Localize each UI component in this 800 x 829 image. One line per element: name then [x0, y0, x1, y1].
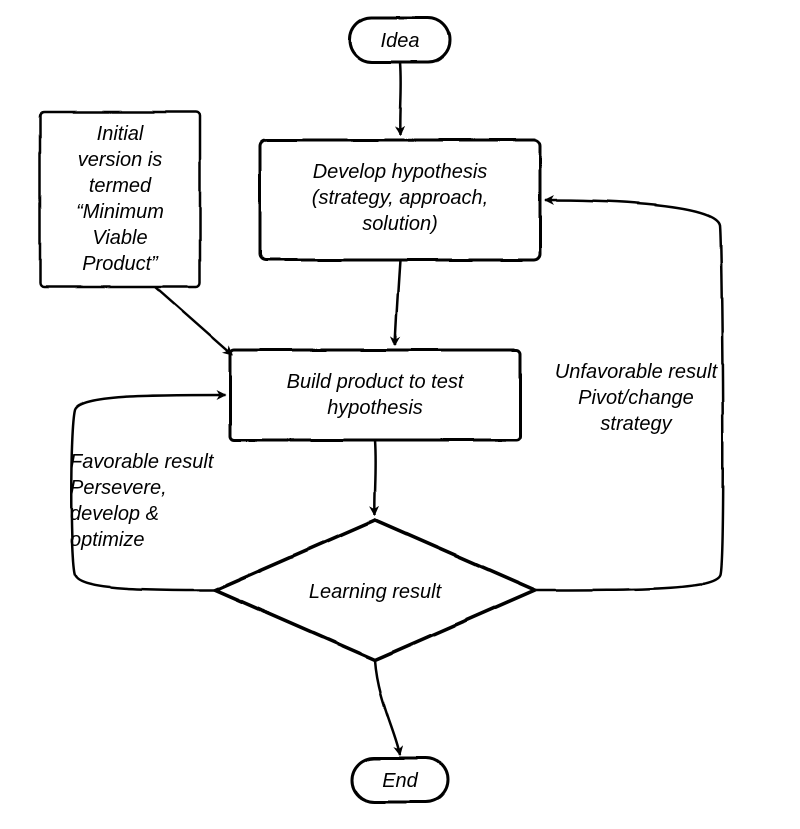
build-label-1: Build product to test [287, 371, 465, 393]
hypothesis-label-1: Develop hypothesis [313, 161, 488, 183]
flowchart-canvas: Idea Develop hypothesis (strategy, appro… [0, 0, 800, 829]
favorable-label-3: develop & [70, 503, 159, 525]
mvp-label-1: Initial [97, 123, 144, 145]
idea-label: Idea [381, 30, 420, 52]
hypothesis-label-2: (strategy, approach, [312, 187, 488, 209]
learning-label: Learning result [309, 581, 443, 603]
unfavorable-label-1: Unfavorable result [555, 361, 719, 383]
unfavorable-label-2: Pivot/change [578, 387, 694, 409]
edge-mvp-to-build [155, 287, 232, 355]
favorable-label-1: Favorable result [70, 451, 215, 473]
hypothesis-label-3: solution) [362, 213, 438, 235]
unfavorable-label-3: strategy [600, 413, 672, 435]
edge-learning-to-end [375, 660, 400, 755]
build-label-2: hypothesis [327, 397, 423, 419]
build-product-node [230, 350, 520, 440]
edge-hypothesis-to-build [395, 260, 400, 345]
mvp-label-6: Product” [82, 253, 159, 275]
end-label: End [382, 770, 418, 792]
favorable-label-4: optimize [70, 529, 144, 551]
mvp-label-2: version is [78, 149, 162, 171]
edge-idea-to-hypothesis [400, 62, 401, 135]
mvp-label-4: “Minimum [76, 201, 164, 223]
mvp-label-3: termed [89, 175, 152, 197]
mvp-label-5: Viable [92, 227, 147, 249]
edge-build-to-learning [375, 440, 376, 515]
favorable-label-2: Persevere, [70, 477, 167, 499]
